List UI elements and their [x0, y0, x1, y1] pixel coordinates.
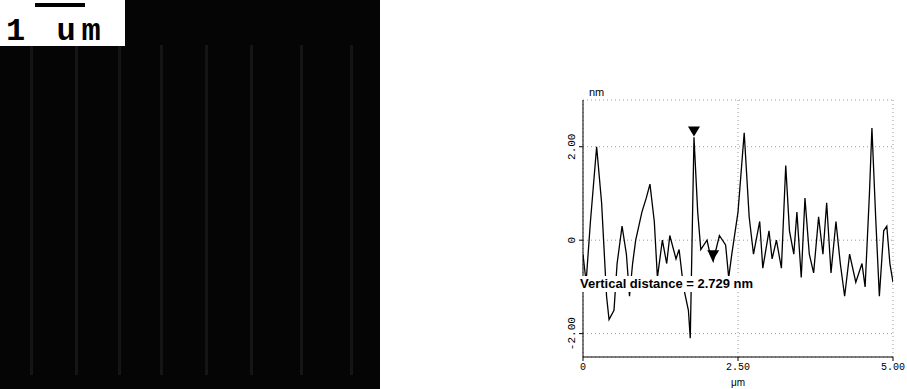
svg-text:2.00: 2.00 [566, 134, 578, 160]
svg-text:1 um: 1 um [6, 13, 107, 50]
svg-text:μm: μm [731, 377, 745, 388]
html-text:nm: nm [589, 86, 605, 98]
html-text:Vertical distance = 2.729 nm: Vertical distance = 2.729 nm [580, 276, 754, 291]
svg-text:0: 0 [580, 362, 586, 373]
svg-text:2.50: 2.50 [726, 362, 750, 373]
svg-text:0: 0 [566, 237, 578, 244]
svg-text:-2.00: -2.00 [566, 317, 578, 350]
svg-text:5.00: 5.00 [881, 362, 905, 373]
